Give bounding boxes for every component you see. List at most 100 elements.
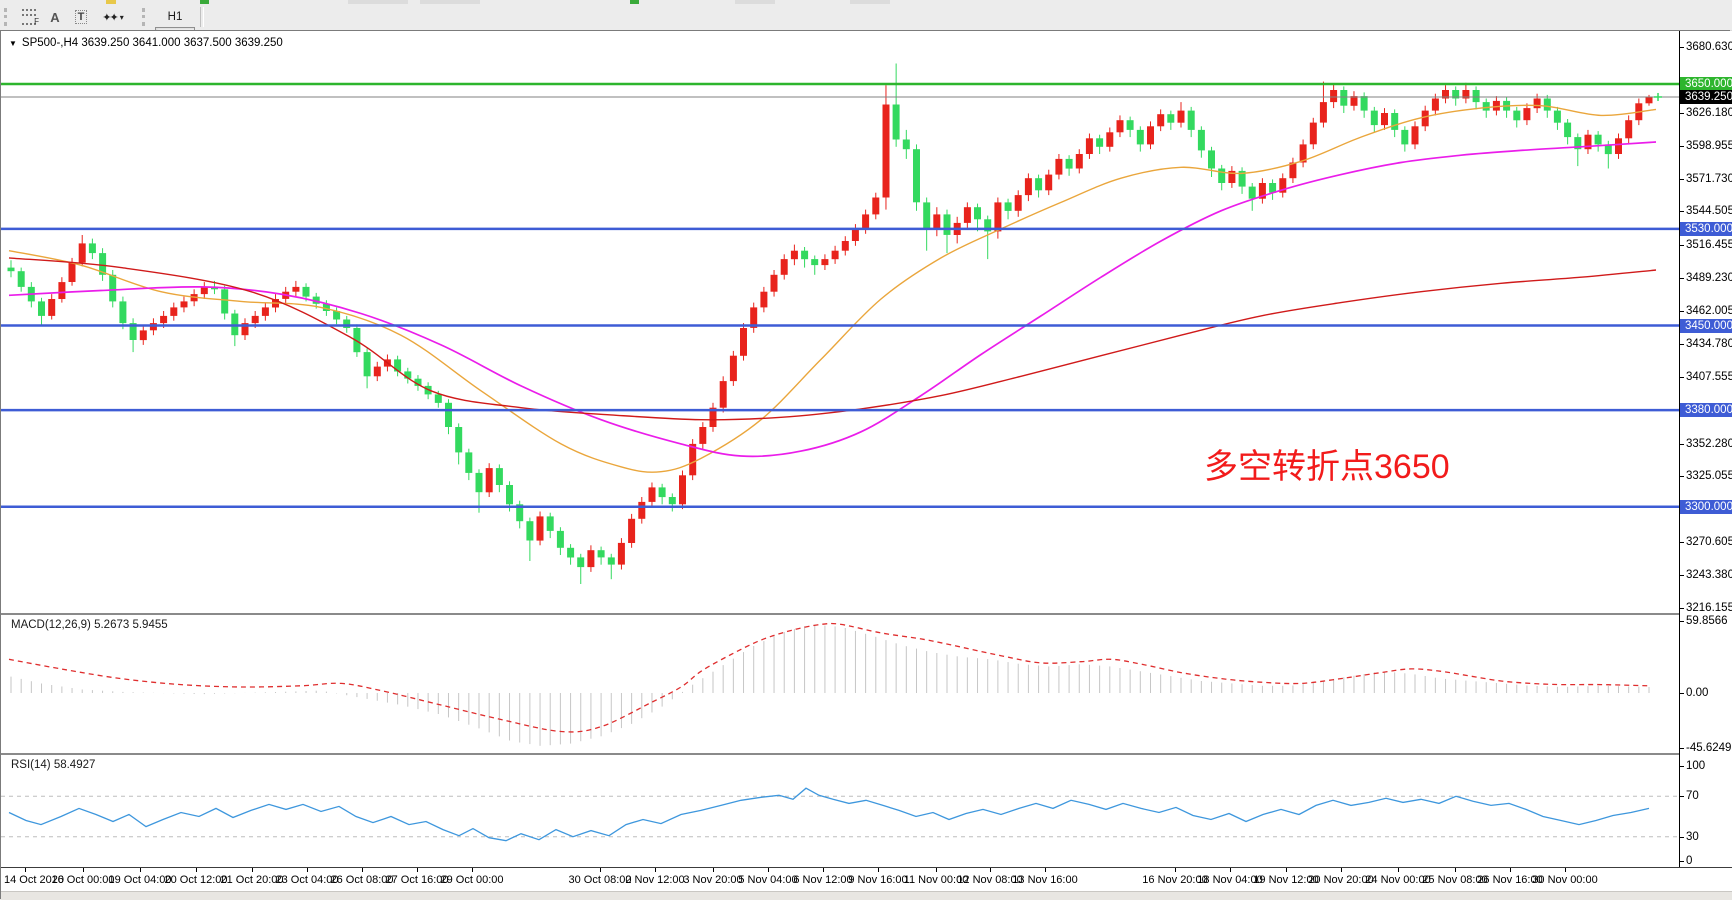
price-tick-label: 0.00 — [1686, 687, 1709, 699]
macd-signal-line — [8, 622, 1650, 733]
price-badge-3450.000: 3450.000 — [1680, 319, 1732, 333]
time-label: 19 Nov 12:00 — [1253, 874, 1319, 886]
time-label: 25 Nov 08:00 — [1422, 874, 1488, 886]
price-badge-3300.000: 3300.000 — [1680, 500, 1732, 514]
price-tick-label: 0 — [1686, 855, 1693, 867]
time-tick — [472, 868, 473, 872]
chart-area[interactable]: ▼ SP500-,H4 3639.250 3641.000 3637.500 36… — [0, 30, 1732, 900]
ma-medium-line — [8, 141, 1657, 458]
clipped-icon — [106, 0, 116, 4]
time-tick — [823, 868, 824, 872]
chevron-down-icon[interactable]: ▾ — [119, 12, 124, 22]
axis-tick — [1680, 146, 1684, 147]
price-tick-label: 3544.505 — [1686, 205, 1732, 217]
price-tick-label: 3626.180 — [1686, 107, 1732, 119]
clipped-button — [850, 0, 890, 4]
toolbar-grip[interactable] — [4, 8, 10, 26]
axis-tick — [1680, 311, 1684, 312]
chart-annotation: 多空转折点3650 — [1204, 448, 1450, 486]
time-tick — [1510, 868, 1511, 872]
time-label: 23 Oct 04:00 — [275, 874, 339, 886]
price-tick-label: -45.6249 — [1686, 742, 1732, 754]
time-axis[interactable]: 14 Oct 2020 16 Oct 00:00 19 Oct 04:00 20 Oc… — [1, 867, 1732, 891]
arrows-icon[interactable]: ✦✦ ▾ — [102, 11, 124, 24]
time-tick — [600, 868, 601, 872]
price-badge-3650.000: 3650.000 — [1680, 77, 1732, 91]
rsi-line — [8, 787, 1650, 842]
price-tick-label: 3462.005 — [1686, 305, 1732, 317]
time-tick — [1230, 868, 1231, 872]
time-label: 20 Oct 12:00 — [164, 874, 228, 886]
rsi-panel[interactable] — [1, 755, 1679, 867]
price-axis[interactable]: 3680.630 3626.180 3598.955 3571.730 3544.505… — [1679, 31, 1732, 867]
price-tick-label: 3243.380 — [1686, 569, 1732, 581]
axis-tick — [1680, 575, 1684, 576]
axis-tick — [1680, 693, 1684, 694]
toolbar: F A T ✦✦▾ M1M5M15M30H1H4D1W1MN — [0, 0, 1732, 103]
price-tick-label: 3489.230 — [1686, 272, 1732, 284]
time-tick — [196, 868, 197, 872]
price-badge-3380.000: 3380.000 — [1680, 403, 1732, 417]
time-label: 2 Nov 12:00 — [625, 874, 685, 886]
price-tick-label: 3352.280 — [1686, 438, 1732, 450]
time-label: 12 Nov 08:00 — [957, 874, 1023, 886]
collapse-icon[interactable]: ▼ — [9, 39, 17, 48]
ma-fast-line — [8, 104, 1657, 473]
time-label: 26 Oct 08:00 — [330, 874, 394, 886]
time-label: 30 Nov 00:00 — [1532, 874, 1598, 886]
panel-divider[interactable] — [1, 613, 1732, 616]
text-icon[interactable]: A — [50, 9, 60, 25]
price-tick-label: 3598.955 — [1686, 140, 1732, 152]
axis-tick — [1680, 211, 1684, 212]
price-tick-label: 70 — [1686, 790, 1699, 802]
symbol-ohlc-text: SP500-,H4 3639.250 3641.000 3637.500 363… — [21, 37, 283, 49]
price-tick-label: 3216.155 — [1686, 602, 1732, 614]
clipped-button — [348, 0, 408, 4]
time-label: 20 Nov 20:00 — [1308, 874, 1374, 886]
axis-tick — [1680, 796, 1684, 797]
axis-tick — [1680, 621, 1684, 622]
last-price-marker — [1654, 92, 1663, 101]
time-label: 19 Oct 04:00 — [108, 874, 172, 886]
text-label-icon[interactable]: T — [68, 6, 94, 28]
time-label: 16 Oct 00:00 — [51, 874, 115, 886]
window-bottom-edge — [1, 891, 1732, 900]
timeframe-button-H1[interactable]: H1 — [167, 11, 183, 23]
toolbar-grip[interactable] — [142, 8, 148, 26]
time-tick — [307, 868, 308, 872]
axis-tick — [1680, 179, 1684, 180]
time-label: 16 Nov 20:00 — [1142, 874, 1208, 886]
axis-tick — [1680, 245, 1684, 246]
timeframe-button-M30[interactable]: M30 — [155, 0, 195, 7]
panel-divider[interactable] — [1, 753, 1732, 756]
time-tick — [417, 868, 418, 872]
fibonacci-lines-icon[interactable]: F — [16, 6, 42, 28]
clipped-button — [735, 0, 775, 4]
time-label: 11 Nov 00:00 — [903, 874, 969, 886]
price-tick-label: 3516.455 — [1686, 239, 1732, 251]
price-tick-label: 59.8566 — [1686, 615, 1728, 627]
rsi-label: RSI(14) 58.4927 — [11, 759, 96, 771]
time-tick — [1341, 868, 1342, 872]
time-label: 14 Oct 2020 — [4, 874, 64, 886]
time-label: 29 Oct 00:00 — [440, 874, 504, 886]
macd-panel[interactable] — [1, 615, 1679, 753]
time-tick — [1455, 868, 1456, 872]
toolbar-separator — [200, 7, 204, 27]
main-price-panel[interactable] — [1, 31, 1679, 613]
price-badge-3530.000: 3530.000 — [1680, 222, 1732, 236]
time-label: 6 Nov 12:00 — [793, 874, 853, 886]
chart-title: ▼ SP500-,H4 3639.250 3641.000 3637.500 36… — [9, 37, 283, 49]
time-label: 3 Nov 20:00 — [683, 874, 743, 886]
axis-tick — [1680, 542, 1684, 543]
macd-histogram — [10, 624, 1650, 746]
time-tick — [252, 868, 253, 872]
time-label: 24 Nov 00:00 — [1365, 874, 1431, 886]
macd-label: MACD(12,26,9) 5.2673 5.9455 — [11, 619, 168, 631]
time-tick — [878, 868, 879, 872]
time-label: 18 Nov 04:00 — [1197, 874, 1263, 886]
price-tick-label: 3325.055 — [1686, 470, 1732, 482]
price-tick-label: 3680.630 — [1686, 41, 1732, 53]
axis-tick — [1680, 377, 1684, 378]
time-tick — [1565, 868, 1566, 872]
